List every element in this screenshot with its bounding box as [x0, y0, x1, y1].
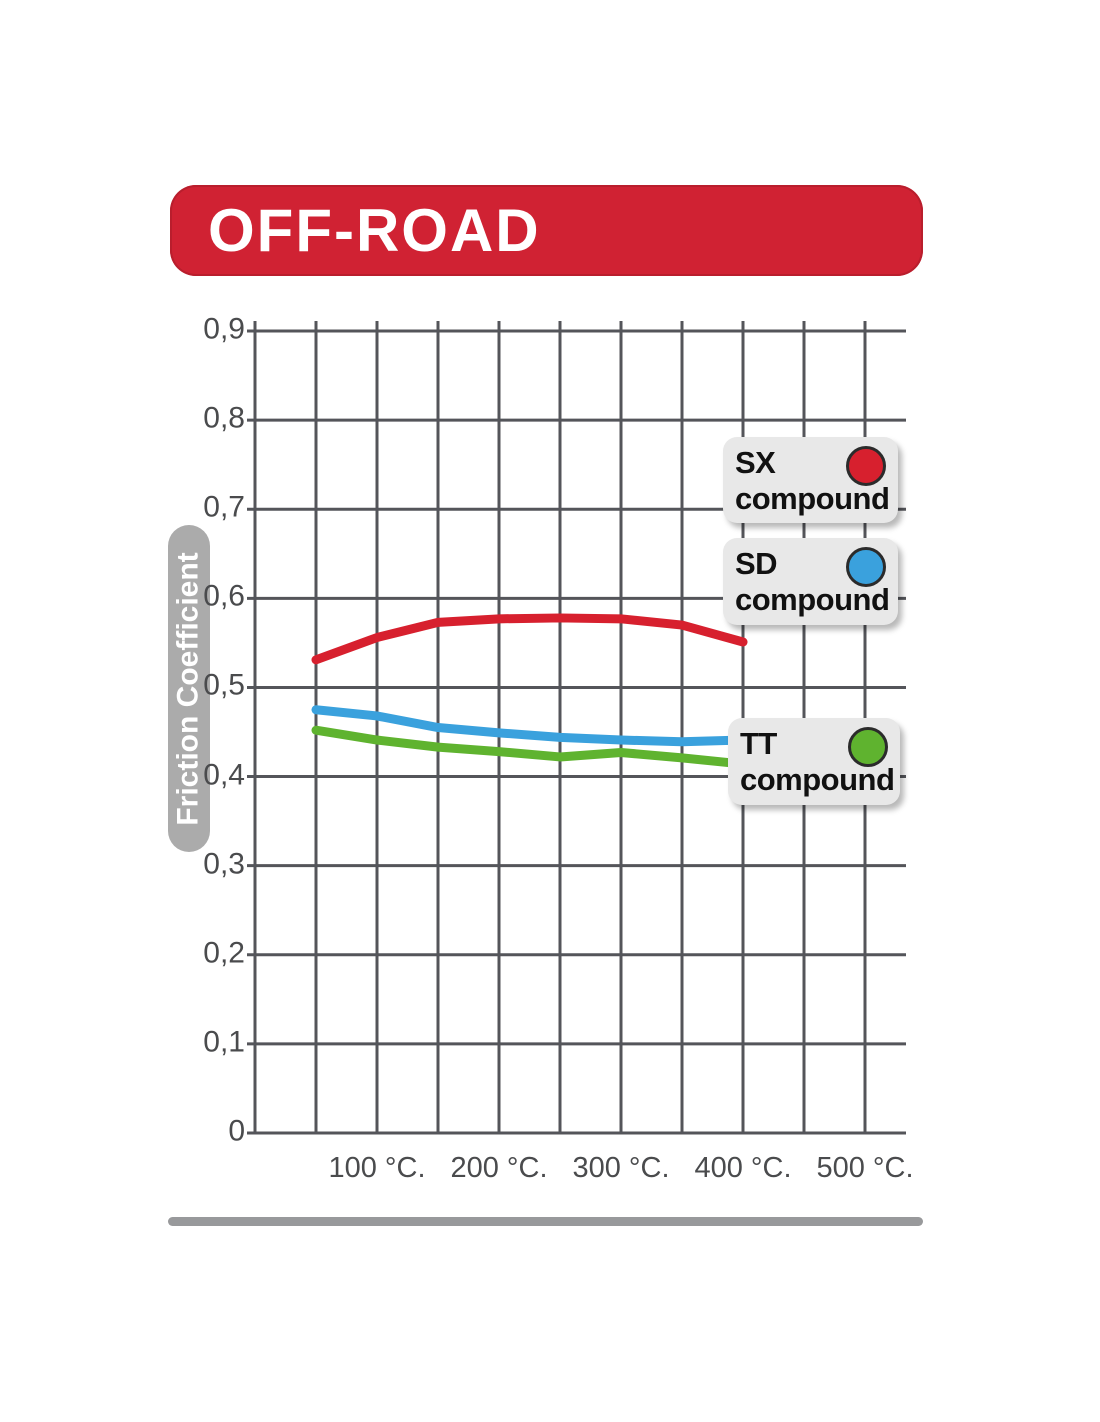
legend-word-label: compound	[740, 762, 895, 797]
series-line-sx-compound	[311, 613, 748, 665]
x-tick-label: 500 °C.	[816, 1152, 914, 1184]
y-tick-label: 0,2	[203, 936, 245, 970]
legend-code-label: SX	[735, 445, 776, 480]
footer-divider-bar	[168, 1217, 923, 1226]
x-tick-label: 300 °C.	[572, 1152, 670, 1184]
y-axis-title-pill: Friction Coefficient	[168, 525, 210, 852]
banner-title: OFF-ROAD	[208, 196, 541, 264]
legend-sx-dot-icon	[846, 446, 886, 486]
legend-sd-compound: SD compound	[723, 538, 898, 625]
y-tick-label: 0,9	[203, 312, 245, 346]
y-tick-label: 0,8	[203, 401, 245, 435]
series-line-sd-compound	[311, 705, 748, 747]
legend-word-label: compound	[735, 582, 890, 617]
y-tick-label: 0,5	[203, 669, 245, 703]
legend-tt-compound: TT compound	[728, 718, 900, 805]
legend-sx-compound: SX compound	[723, 437, 898, 523]
legend-code-label: SD	[735, 546, 778, 581]
series-lines	[311, 613, 748, 769]
y-tick-label: 0,7	[203, 490, 245, 524]
x-tick-label: 100 °C.	[328, 1152, 426, 1184]
y-tick-label: 0	[228, 1114, 245, 1148]
x-tick-label: 200 °C.	[450, 1152, 548, 1184]
y-tick-label: 0,1	[203, 1025, 245, 1059]
y-tick-label: 0,3	[203, 847, 245, 881]
legend-tt-dot-icon	[848, 727, 888, 767]
legend-sd-dot-icon	[846, 547, 886, 587]
y-tick-label: 0,6	[203, 579, 245, 613]
offroad-banner: OFF-ROAD	[170, 185, 923, 276]
x-tick-label: 400 °C.	[694, 1152, 792, 1184]
legend-code-label: TT	[740, 726, 777, 761]
y-tick-label: 0,4	[203, 758, 245, 792]
legend-word-label: compound	[735, 481, 890, 516]
series-line-tt-compound	[311, 725, 748, 769]
